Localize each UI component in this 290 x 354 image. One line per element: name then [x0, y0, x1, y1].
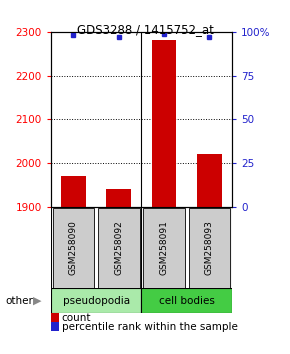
Text: GSM258093: GSM258093 — [205, 220, 214, 275]
Text: ▶: ▶ — [33, 296, 42, 306]
Text: cell bodies: cell bodies — [159, 296, 215, 306]
Bar — [106, 189, 131, 207]
Bar — [188, 208, 230, 288]
Bar — [61, 176, 86, 207]
Bar — [51, 288, 142, 313]
Text: GSM258092: GSM258092 — [114, 221, 123, 275]
Text: other: other — [6, 296, 34, 306]
Bar — [52, 208, 94, 288]
Bar — [197, 154, 222, 207]
Bar — [143, 208, 185, 288]
Text: count: count — [62, 313, 91, 323]
Text: percentile rank within the sample: percentile rank within the sample — [62, 322, 238, 332]
Text: GSM258091: GSM258091 — [160, 220, 168, 275]
Text: GSM258090: GSM258090 — [69, 220, 78, 275]
Text: GDS3288 / 1415752_at: GDS3288 / 1415752_at — [77, 23, 213, 36]
Text: pseudopodia: pseudopodia — [63, 296, 130, 306]
Bar — [152, 40, 177, 207]
Bar — [98, 208, 139, 288]
Bar — [142, 288, 232, 313]
